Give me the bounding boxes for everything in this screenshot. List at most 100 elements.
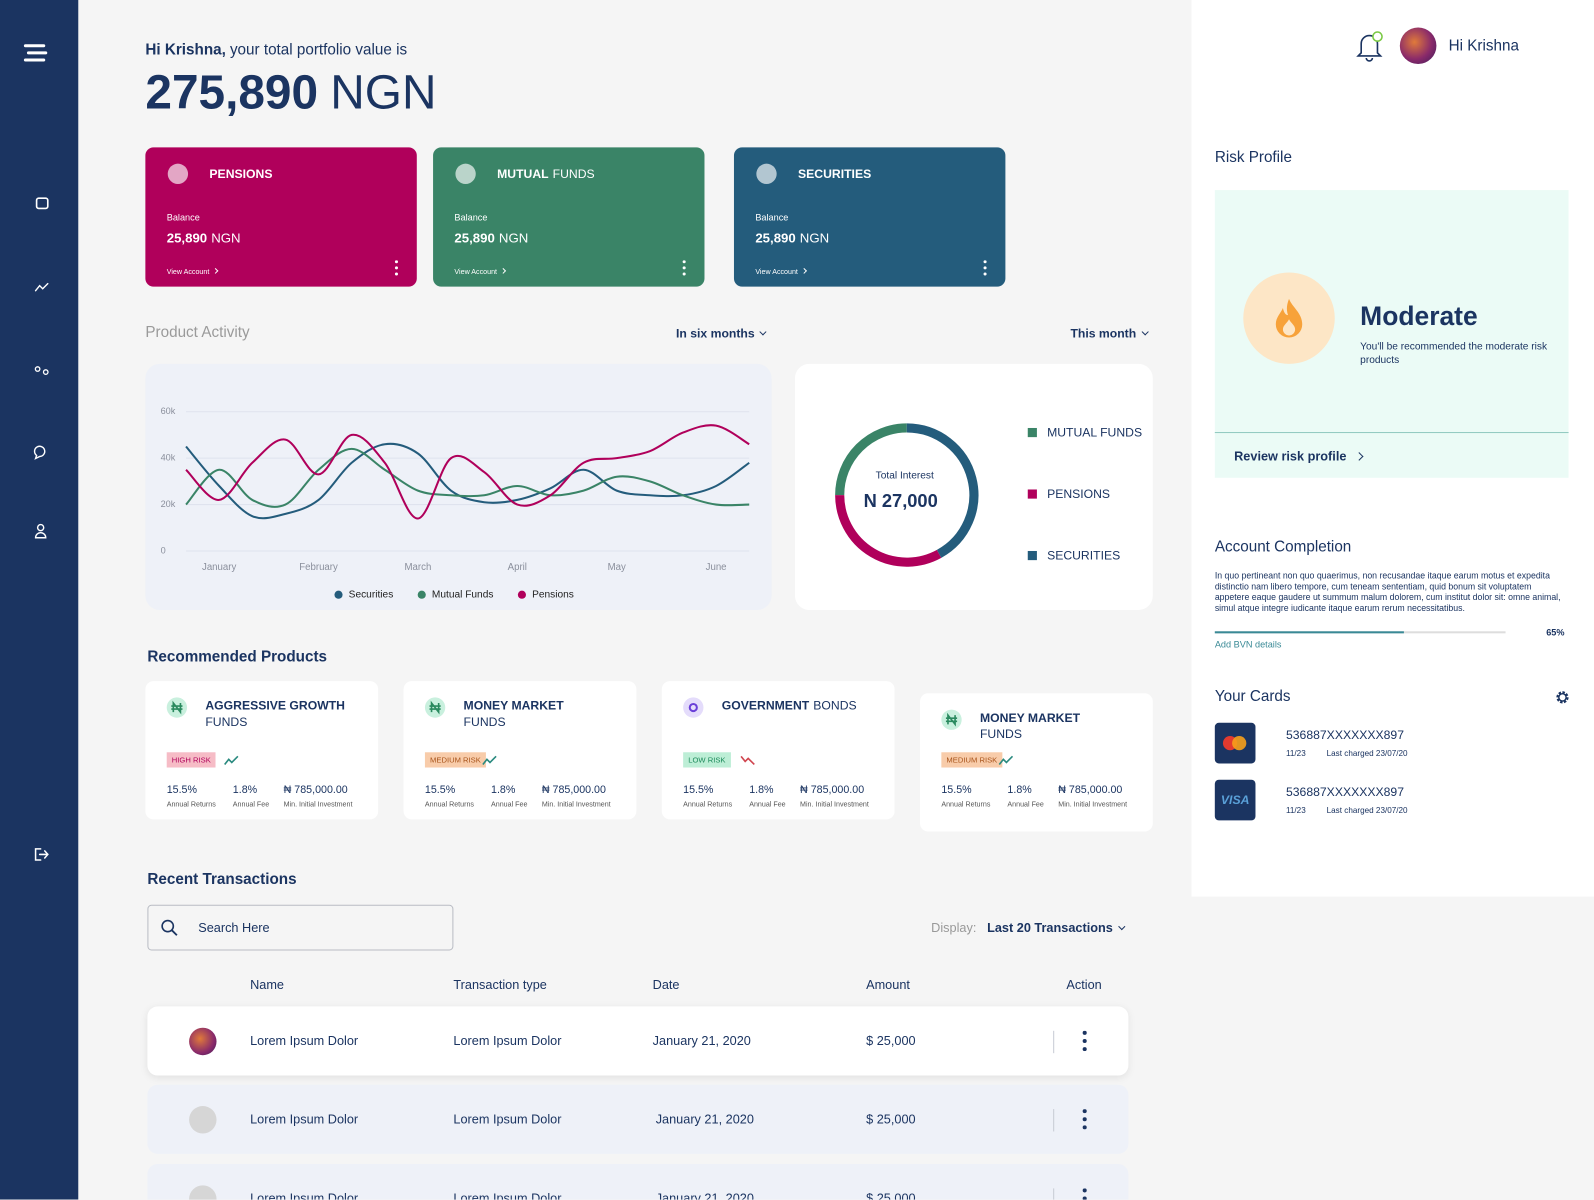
account-icon xyxy=(455,163,476,185)
trend-line xyxy=(998,755,1014,765)
product-card: GOVERNMENT BONDS LOW RISK 15.5% Annual Retur… xyxy=(661,681,895,820)
cell: January 21, 2020 xyxy=(652,1033,751,1049)
stat-value: 15.5% xyxy=(166,783,197,796)
line-chart-card: 0 20k 40k 60k January February March April May Ju… xyxy=(145,363,772,610)
stat-value: ₦ 785,000.00 xyxy=(541,783,606,796)
flame xyxy=(1275,298,1303,338)
y-tick-label: 20k xyxy=(161,499,176,509)
title-part: MUTUAL xyxy=(497,166,549,181)
risk-description: You'll be recommended the moderate risk … xyxy=(1360,341,1548,366)
stat-value: 1.8% xyxy=(1007,783,1032,796)
transaction-row: Lorem Ipsum Dolor Lorem Ipsum Dolor Januar… xyxy=(147,1006,1129,1076)
more-button[interactable] xyxy=(1081,1188,1089,1200)
legend-label: Mutual Funds xyxy=(432,589,494,600)
view-account-link[interactable]: View Account xyxy=(755,269,806,276)
review-link[interactable]: Review risk profile xyxy=(1234,449,1363,463)
donut-filter[interactable]: This month xyxy=(1070,326,1147,340)
notification-bell[interactable] xyxy=(1354,28,1384,63)
dot xyxy=(1082,1109,1087,1114)
account-title: SECURITIES xyxy=(798,167,871,181)
handle xyxy=(171,929,178,936)
more-button[interactable] xyxy=(1081,1030,1089,1052)
stat-label: Annual Returns xyxy=(166,801,216,809)
stat-value: 15.5% xyxy=(941,783,972,796)
user-avatar[interactable] xyxy=(1399,27,1437,65)
add-bvn-link[interactable]: Add BVN details xyxy=(1214,639,1282,650)
naira-glyph xyxy=(429,700,441,715)
stat-value: 1.8% xyxy=(232,783,258,796)
icon-bg xyxy=(683,697,704,718)
card-number: 536887XXXXXXX897 xyxy=(1285,784,1404,800)
trend-line xyxy=(482,755,497,765)
cell: $ 25,000 xyxy=(866,1191,916,1200)
donut-segment xyxy=(906,423,979,558)
dot xyxy=(983,271,987,275)
cell: Lorem Ipsum Dolor xyxy=(250,1033,359,1049)
dot xyxy=(983,265,987,269)
line-chart: 0 20k 40k 60k January February March April May Ju… xyxy=(161,406,750,600)
account-card: SECURITIES Balance 25,890 NGN View Account xyxy=(733,147,1006,287)
avatar xyxy=(189,1185,217,1200)
x-tick-label: February xyxy=(299,562,338,573)
trend-icon xyxy=(224,755,239,765)
x-tick-label: April xyxy=(508,562,527,573)
stat-value: ₦ 785,000.00 xyxy=(283,783,348,796)
y-tick-label: 0 xyxy=(161,545,166,555)
account-card: MUTUAL FUNDS Balance 25,890 NGN View Account xyxy=(433,147,705,287)
card-expiry: 11/23 xyxy=(1285,748,1306,758)
balance-currency: NGN xyxy=(211,230,241,246)
dot xyxy=(394,271,398,275)
stat-label: Annual Fee xyxy=(491,801,528,809)
product-name: MONEY MARKET FUNDS xyxy=(980,710,1080,743)
name-rest: FUNDS xyxy=(463,714,506,729)
column-header: Date xyxy=(652,977,680,993)
balance: 25,890 NGN xyxy=(454,230,528,245)
card-logo xyxy=(1214,722,1256,764)
section-title: Recommended Products xyxy=(147,648,328,666)
legend-marker xyxy=(1027,427,1037,438)
more-button[interactable] xyxy=(392,259,400,275)
balance-currency: NGN xyxy=(799,230,830,246)
bell-dot xyxy=(1372,31,1383,42)
legend-marker xyxy=(517,590,526,599)
stat-label: Min. Initial Investment xyxy=(283,801,353,809)
product-card: MONEY MARKET FUNDS MEDIUM RISK 15.5% Annual … xyxy=(920,693,1153,832)
legend-marker xyxy=(334,590,343,599)
stat-value: 15.5% xyxy=(683,783,714,796)
section-title: Recent Transactions xyxy=(147,870,297,888)
display-filter[interactable]: Last 20 Transactions xyxy=(987,921,1124,935)
risk-tag: LOW RISK xyxy=(683,752,731,768)
column-header: Transaction type xyxy=(453,977,547,993)
balance-value: 25,890 xyxy=(755,230,796,246)
more-button[interactable] xyxy=(981,259,989,275)
icon-ring xyxy=(688,702,698,713)
sidebar xyxy=(0,0,79,1200)
name-rest: BONDS xyxy=(813,698,857,713)
cell: Lorem Ipsum Dolor xyxy=(250,1112,359,1127)
more-button[interactable] xyxy=(1081,1109,1089,1130)
cell: $ 25,000 xyxy=(866,1112,916,1127)
section-title: Risk Profile xyxy=(1214,148,1292,167)
name-bold: MONEY MARKET xyxy=(463,698,564,713)
trend-line xyxy=(224,755,239,765)
product-name: MONEY MARKET FUNDS xyxy=(464,697,564,730)
balance-label: Balance xyxy=(755,212,789,223)
product-card: MONEY MARKET FUNDS MEDIUM RISK 15.5% Annual … xyxy=(403,681,637,820)
more-button[interactable] xyxy=(680,259,688,275)
stat-label: Min. Initial Investment xyxy=(800,801,869,809)
progress-label: 65% xyxy=(1546,627,1565,638)
settings-icon[interactable] xyxy=(1555,690,1569,704)
icon-bg xyxy=(167,163,189,185)
column-header: Action xyxy=(1066,977,1102,993)
dot xyxy=(1082,1125,1087,1130)
account-icon xyxy=(756,163,777,185)
user-name[interactable]: Hi Krishna xyxy=(1448,37,1519,55)
view-account-link[interactable]: View Account xyxy=(454,269,505,276)
period-filter[interactable]: In six months xyxy=(676,326,766,340)
view-account-link[interactable]: View Account xyxy=(167,269,218,276)
search-box[interactable]: Search Here xyxy=(147,904,454,951)
legend-marker xyxy=(1027,550,1037,561)
account-icon xyxy=(167,163,189,185)
sidebar-icons[interactable] xyxy=(0,0,78,1200)
stat-label: Annual Fee xyxy=(1007,801,1044,809)
